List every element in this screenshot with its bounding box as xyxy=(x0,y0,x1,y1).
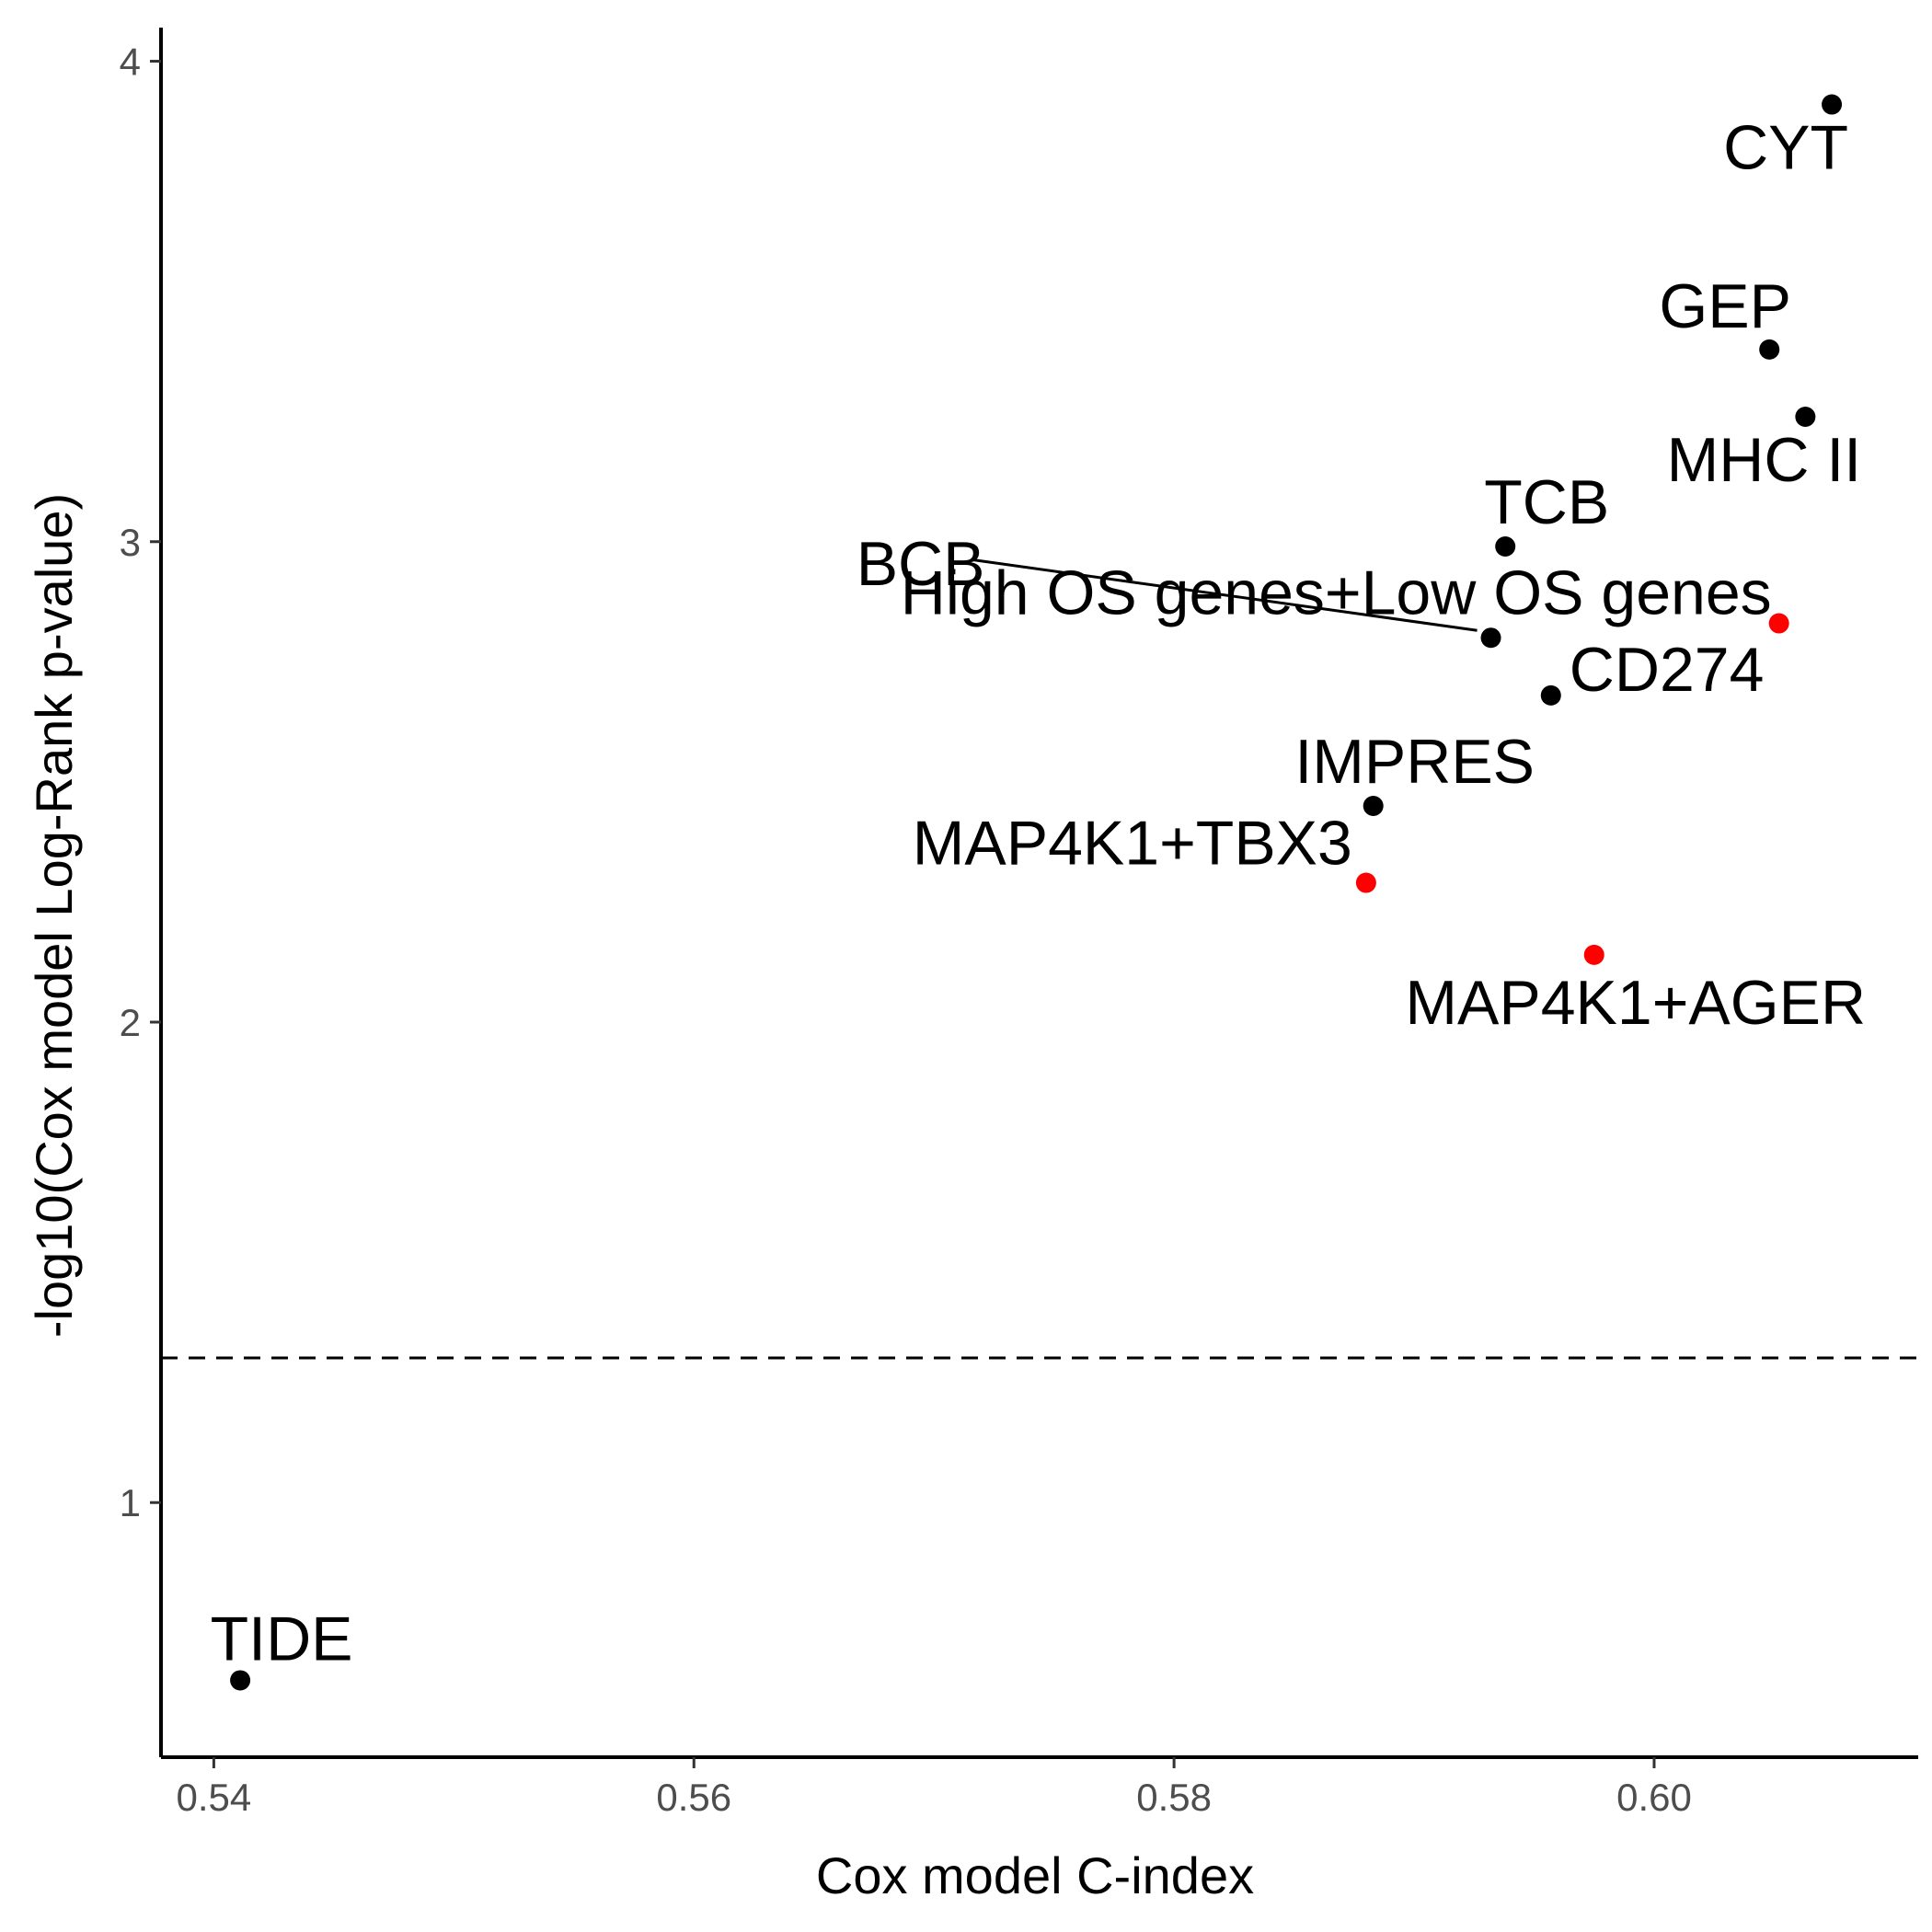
y-tick-label: 4 xyxy=(120,40,141,84)
point-label-gep: GEP xyxy=(1659,271,1791,341)
point-label-cyt: CYT xyxy=(1723,113,1848,183)
point-label-map4k1-tbx3: MAP4K1+TBX3 xyxy=(913,809,1352,879)
point-label-mhc-ii: MHC II xyxy=(1667,425,1862,495)
y-axis-title: -log10(Cox model Log-Rank p-value) xyxy=(25,493,83,1338)
point-tide xyxy=(230,1670,251,1691)
point-cd274 xyxy=(1540,684,1561,706)
label-connector-bcb xyxy=(971,558,1478,632)
x-tick-label: 0.54 xyxy=(177,1776,252,1819)
point-label-impres: IMPRES xyxy=(1294,727,1535,797)
x-axis-title: Cox model C-index xyxy=(816,1846,1254,1904)
y-tick-label: 3 xyxy=(120,521,141,564)
point-label-cd274: CD274 xyxy=(1570,635,1765,705)
point-label-map4k1-ager: MAP4K1+AGER xyxy=(1405,968,1866,1038)
point-label-high-os-genes-low-os-genes: High OS genes+Low OS genes xyxy=(901,558,1772,628)
point-high-os-genes-low-os-genes xyxy=(1768,613,1789,634)
x-tick-label: 0.56 xyxy=(656,1776,731,1819)
point-map4k1-ager xyxy=(1583,944,1604,965)
point-tcb xyxy=(1495,536,1516,557)
point-map4k1-tbx3 xyxy=(1355,872,1376,893)
point-impres xyxy=(1363,796,1384,816)
x-tick-label: 0.60 xyxy=(1616,1776,1692,1819)
point-gep xyxy=(1759,339,1780,360)
point-label-tide: TIDE xyxy=(211,1604,353,1673)
point-bcb xyxy=(1480,627,1501,649)
point-label-bcb: BCB xyxy=(857,529,985,599)
point-mhc-ii xyxy=(1795,407,1816,427)
point-cyt xyxy=(1822,94,1843,115)
point-label-tcb: TCB xyxy=(1484,467,1609,537)
y-tick-label: 2 xyxy=(120,1001,141,1044)
x-tick-label: 0.58 xyxy=(1136,1776,1212,1819)
y-tick-label: 1 xyxy=(120,1481,141,1524)
